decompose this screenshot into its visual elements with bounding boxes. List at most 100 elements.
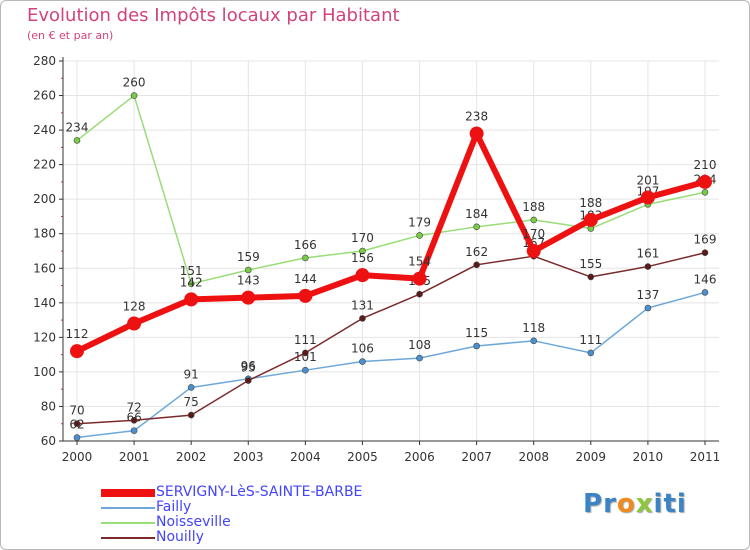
data-point-servigny-l-s-sainte-barbe [698,174,712,189]
data-label-nouilly: 161 [636,247,659,261]
data-label-failly: 111 [579,333,602,347]
data-point-servigny-l-s-sainte-barbe [184,292,199,307]
data-point-failly [302,366,309,374]
data-label-servigny-l-s-sainte-barbe: 238 [465,110,488,124]
y-tick-label: 140 [33,296,56,310]
logo-letter: i [653,489,664,519]
data-point-failly [530,337,538,345]
y-tick-label: 160 [33,261,56,275]
x-tick-label: 2003 [233,450,264,464]
data-label-servigny-l-s-sainte-barbe: 170 [522,227,545,241]
data-label-failly: 96 [241,359,256,373]
data-point-failly [73,434,81,441]
data-label-servigny-l-s-sainte-barbe: 156 [351,251,374,265]
data-point-noisseville [359,247,366,255]
data-label-noisseville: 159 [237,250,260,264]
data-label-servigny-l-s-sainte-barbe: 142 [180,275,203,289]
logo-letter: x [635,489,654,519]
data-point-servigny-l-s-sainte-barbe [583,212,598,227]
data-point-nouilly [701,249,709,257]
data-label-noisseville: 166 [294,238,317,252]
data-label-failly: 108 [408,338,431,352]
data-label-noisseville: 179 [408,215,431,229]
data-label-noisseville: 234 [66,120,89,134]
data-label-servigny-l-s-sainte-barbe: 112 [66,327,89,341]
data-label-nouilly: 131 [351,298,374,312]
data-point-noisseville [130,92,138,99]
data-point-servigny-l-s-sainte-barbe [241,290,256,305]
data-point-failly [359,358,366,365]
series-line-noisseville [76,94,706,285]
data-point-noisseville [187,280,195,288]
x-tick-label: 2004 [290,450,321,464]
data-point-failly [587,349,595,357]
legend-label: SERVIGNY-LèS-SAINTE-BARBE [156,484,363,500]
data-label-failly: 106 [351,342,374,356]
data-point-failly [473,342,480,350]
legend-label: Failly [156,499,192,515]
data-point-nouilly [73,420,81,428]
logo-letter: o [616,489,636,519]
data-label-nouilly: 111 [294,333,317,347]
data-label-failly: 91 [184,367,199,381]
data-label-noisseville: 151 [180,264,203,278]
logo-letter: t [663,489,677,519]
data-label-nouilly: 95 [241,361,256,375]
series-line-failly [76,291,706,439]
data-point-failly [701,289,709,296]
data-point-noisseville [416,232,423,239]
data-point-noisseville [701,188,709,196]
data-label-nouilly: 75 [184,395,199,409]
data-point-nouilly [187,411,195,419]
data-label-failly: 118 [522,321,545,335]
data-point-noisseville [73,137,81,144]
data-point-servigny-l-s-sainte-barbe [298,288,313,303]
chart-subtitle: (en € et par an) [27,29,114,42]
data-label-nouilly: 162 [465,245,488,259]
series-line-nouilly [76,251,706,425]
data-label-failly: 115 [465,326,488,340]
data-label-servigny-l-s-sainte-barbe: 154 [408,255,431,269]
data-point-servigny-l-s-sainte-barbe [640,190,655,205]
data-label-nouilly: 72 [126,400,141,414]
y-tick-label: 260 [33,89,56,103]
data-point-nouilly [359,315,366,322]
series-line-servigny-l-s-sainte-barbe [74,130,708,355]
y-tick-label: 120 [33,330,56,344]
data-point-noisseville [473,223,480,231]
data-label-failly: 137 [636,288,659,302]
legend-label: Nouilly [156,529,204,545]
data-label-nouilly: 155 [579,257,602,271]
data-point-noisseville [302,254,309,262]
data-point-servigny-l-s-sainte-barbe [469,126,484,141]
x-tick-label: 2006 [404,450,435,464]
data-label-failly: 101 [294,350,317,364]
data-point-servigny-l-s-sainte-barbe [526,244,541,258]
data-point-failly [644,304,652,312]
logo-letter: P [583,489,604,519]
x-tick-label: 2005 [347,450,378,464]
y-tick-label: 100 [33,365,56,379]
data-point-failly [416,354,423,362]
data-point-nouilly [416,290,423,298]
data-point-noisseville [244,266,252,274]
x-tick-label: 2000 [62,450,93,464]
legend-label: Noisseville [156,514,231,530]
data-label-failly: 146 [694,272,717,286]
data-point-failly [187,384,195,391]
y-tick-label: 60 [41,434,56,448]
data-point-servigny-l-s-sainte-barbe [127,316,142,331]
data-label-nouilly: 70 [69,404,84,418]
logo-letter: i [676,489,687,519]
y-tick-label: 180 [33,227,56,241]
data-label-noisseville: 170 [351,231,374,245]
data-point-noisseville [530,216,538,224]
data-point-nouilly [244,377,252,384]
y-tick-label: 80 [41,399,56,413]
plot-area [63,61,719,441]
x-tick-label: 2002 [176,450,207,464]
x-tick-label: 2010 [633,450,664,464]
legend-swatch [101,489,155,497]
